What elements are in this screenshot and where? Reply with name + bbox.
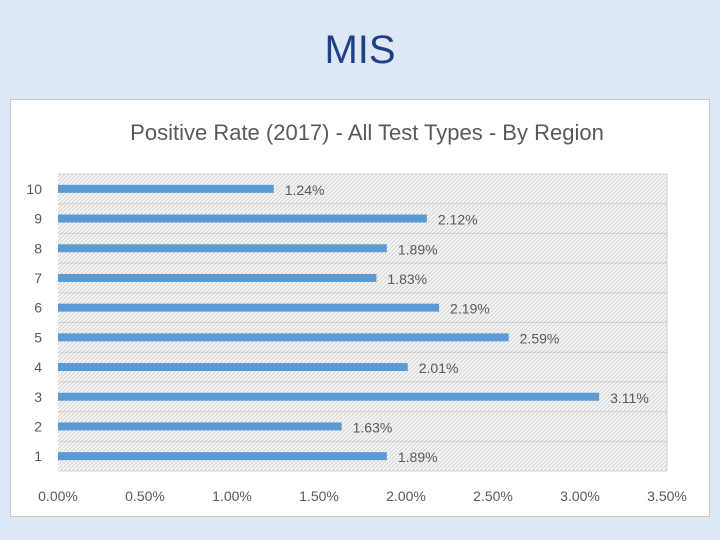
category-label: 4	[34, 359, 42, 375]
category-label: 2	[34, 418, 42, 434]
chart-panel: Positive Rate (2017) - All Test Types - …	[10, 99, 710, 517]
category-label: 9	[34, 211, 42, 227]
data-label: 1.89%	[398, 449, 438, 465]
x-tick-label: 0.00%	[38, 488, 78, 504]
bar-layer	[58, 184, 600, 461]
bar-region-5	[58, 333, 509, 342]
data-label: 3.11%	[610, 390, 649, 406]
data-label: 1.24%	[285, 182, 325, 198]
bar-region-7	[58, 273, 377, 282]
data-label: 2.12%	[438, 212, 478, 228]
category-label: 7	[34, 270, 42, 286]
data-label: 1.63%	[353, 419, 393, 435]
category-label: 3	[34, 389, 42, 405]
label-layer: 1.89% 1.63% 3.11% 2.01% 2.59% 2.19% 1.83% 1.89%…	[285, 182, 649, 465]
bar-region-2	[58, 422, 342, 431]
bar-region-6	[58, 303, 440, 312]
data-label: 1.89%	[398, 241, 438, 257]
category-label: 5	[34, 329, 42, 345]
x-tick-label: 2.00%	[386, 488, 426, 504]
x-tick-label: 2.50%	[473, 488, 513, 504]
bar-chart: Positive Rate (2017) - All Test Types - …	[26, 120, 686, 504]
x-tick-label: 1.50%	[299, 488, 339, 504]
x-tick-label: 1.00%	[212, 488, 252, 504]
data-label: 1.83%	[387, 271, 427, 287]
data-label: 2.01%	[419, 360, 459, 376]
bar-region-9	[58, 214, 427, 223]
bar-region-8	[58, 244, 387, 253]
category-label: 1	[34, 448, 42, 464]
bar-region-10	[58, 184, 274, 193]
x-tick-label: 0.50%	[125, 488, 165, 504]
data-label: 2.59%	[520, 330, 560, 346]
chart-title: Positive Rate (2017) - All Test Types - …	[130, 120, 604, 145]
category-label: 8	[34, 240, 42, 256]
x-tick-label: 3.50%	[647, 488, 687, 504]
bar-region-4	[58, 363, 408, 372]
x-tick-label: 3.00%	[560, 488, 600, 504]
category-label: 6	[34, 300, 42, 316]
data-label: 2.19%	[450, 301, 490, 317]
slide-title: MIS	[324, 28, 396, 72]
bar-region-3	[58, 392, 600, 401]
category-label: 10	[26, 181, 42, 197]
grid-layer	[58, 173, 668, 472]
axis-layer: 1 2 3 4 5 6 7 8 9 10 0.00% 0.50% 1.00% 1.50% 2.00% 2.50…	[26, 181, 686, 504]
bar-region-1	[58, 452, 387, 461]
